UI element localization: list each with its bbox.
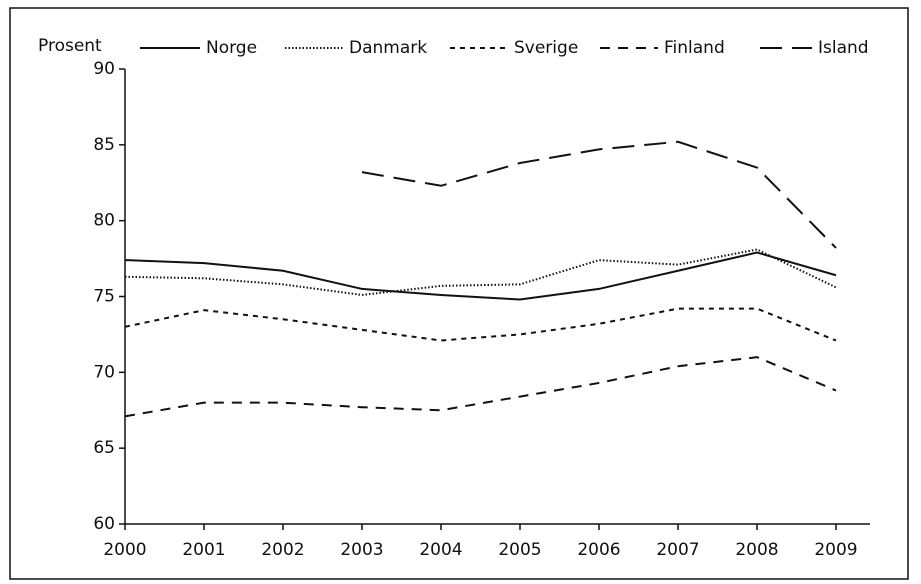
x-tick-label: 2008	[735, 540, 778, 560]
x-tick-label: 2000	[103, 540, 146, 560]
y-tick-label: 60	[93, 514, 115, 534]
series-line	[124, 251, 837, 301]
y-tick-label: 75	[93, 287, 115, 307]
x-tick-label: 2006	[577, 540, 620, 560]
series-line	[124, 248, 837, 296]
legend-label: Danmark	[349, 38, 427, 58]
x-tick-label: 2002	[261, 540, 304, 560]
legend-label: Sverige	[514, 38, 578, 58]
x-tick-label: 2005	[498, 540, 541, 560]
y-tick-label: 65	[93, 438, 115, 458]
y-tick-label: 70	[93, 362, 115, 382]
x-tick-label: 2004	[419, 540, 462, 560]
series-line	[124, 356, 837, 418]
x-tick-label: 2001	[182, 540, 225, 560]
y-axis-label: Prosent	[38, 36, 102, 56]
series-line	[124, 307, 837, 342]
x-tick-label: 2003	[340, 540, 383, 560]
series-line	[361, 140, 837, 249]
legend-label: Island	[818, 38, 869, 58]
frame	[9, 7, 909, 580]
y-tick-label: 85	[93, 135, 115, 155]
y-tick-label: 90	[93, 59, 115, 79]
x-tick-label: 2007	[656, 540, 699, 560]
y-tick-label: 80	[93, 211, 115, 231]
x-tick-label: 2009	[814, 540, 857, 560]
legend-label: Norge	[206, 38, 257, 58]
legend-label: Finland	[664, 38, 725, 58]
